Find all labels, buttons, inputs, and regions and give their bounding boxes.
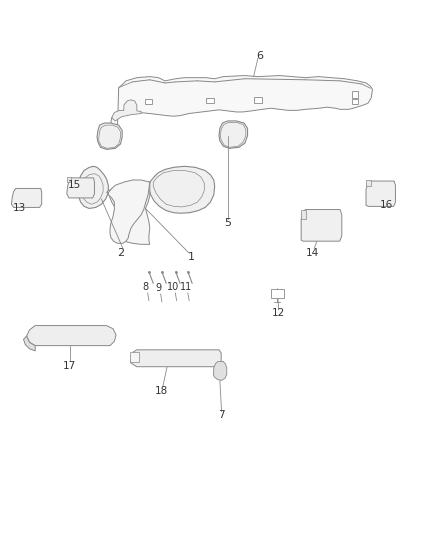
Polygon shape	[11, 189, 42, 207]
Text: 1: 1	[188, 252, 195, 262]
Polygon shape	[206, 98, 214, 103]
Polygon shape	[67, 177, 71, 182]
Text: 6: 6	[257, 51, 264, 61]
Polygon shape	[27, 326, 116, 345]
Polygon shape	[67, 178, 95, 198]
Polygon shape	[301, 209, 306, 219]
Text: 11: 11	[180, 281, 192, 292]
Polygon shape	[254, 96, 262, 103]
Text: 13: 13	[13, 204, 26, 214]
Polygon shape	[145, 99, 152, 104]
Polygon shape	[301, 209, 342, 241]
Text: 14: 14	[305, 248, 318, 258]
Polygon shape	[219, 121, 247, 148]
Polygon shape	[271, 289, 284, 298]
Text: 15: 15	[67, 180, 81, 190]
Polygon shape	[352, 99, 358, 104]
Text: 8: 8	[142, 281, 148, 292]
Text: 5: 5	[224, 218, 231, 228]
Polygon shape	[366, 181, 396, 206]
Polygon shape	[131, 350, 221, 367]
Polygon shape	[24, 336, 35, 351]
Polygon shape	[131, 352, 139, 362]
Text: 9: 9	[155, 282, 162, 293]
Polygon shape	[108, 180, 150, 243]
Polygon shape	[366, 180, 371, 187]
Polygon shape	[352, 91, 358, 98]
Text: 18: 18	[155, 386, 169, 396]
Polygon shape	[106, 182, 150, 244]
Polygon shape	[111, 76, 372, 131]
Polygon shape	[213, 361, 227, 381]
Polygon shape	[149, 166, 215, 213]
Text: 10: 10	[167, 281, 179, 292]
Text: 16: 16	[380, 200, 393, 211]
Text: 17: 17	[63, 361, 77, 370]
Polygon shape	[78, 166, 108, 208]
Text: 7: 7	[218, 410, 225, 420]
Polygon shape	[112, 100, 141, 121]
Polygon shape	[97, 123, 122, 149]
Text: 2: 2	[117, 248, 124, 258]
Text: 12: 12	[272, 308, 285, 318]
